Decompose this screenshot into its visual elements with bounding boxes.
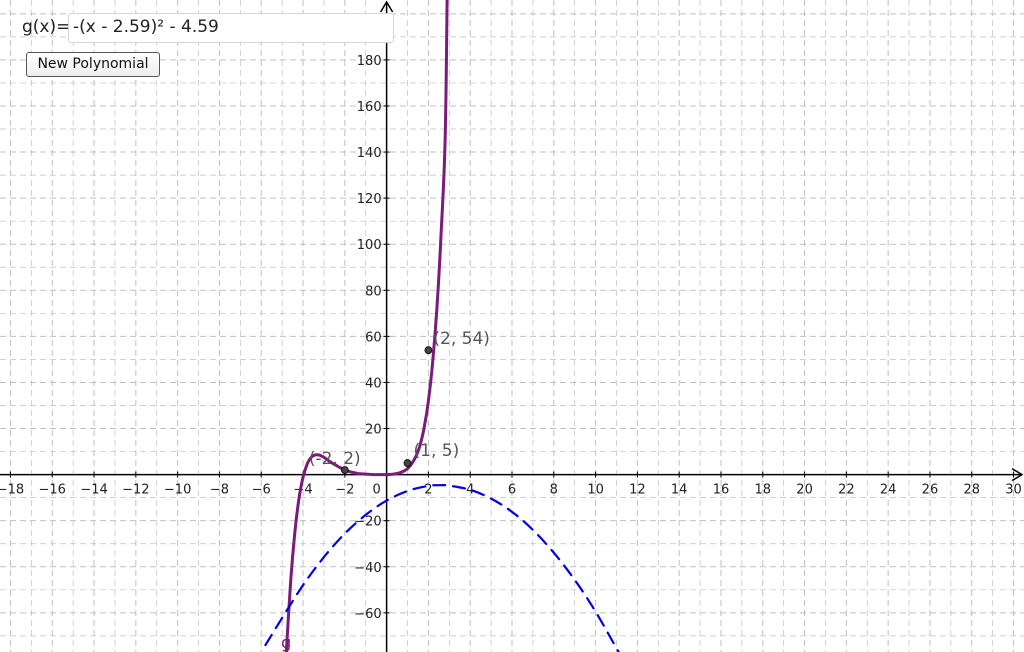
point-marker[interactable] (340, 466, 349, 474)
new-polynomial-button[interactable]: New Polynomial (26, 52, 160, 77)
x-tick-label: 10 (587, 483, 604, 498)
x-tick-label: 4 (466, 483, 474, 498)
x-tick-label: 14 (671, 483, 688, 498)
y-tick-label: 180 (357, 54, 382, 69)
function-label: g(x)= (22, 17, 71, 37)
x-tick-label: −8 (210, 483, 229, 498)
x-axis-arrow (1011, 467, 1024, 482)
point-label: (1, 5) (414, 441, 460, 461)
y-tick-label: 120 (357, 192, 382, 207)
curve-polynomial[interactable] (284, 0, 449, 652)
x-tick-label: −10 (164, 483, 191, 498)
x-tick-label: −2 (335, 483, 354, 498)
x-tick-label: 8 (550, 483, 558, 498)
y-tick-label: 140 (357, 146, 382, 161)
y-tick-label: 100 (357, 238, 382, 253)
y-tick-label: −60 (354, 607, 381, 622)
x-tick-label: 0 (372, 483, 380, 498)
function-input[interactable]: -(x - 2.59)² - 4.59 (68, 13, 394, 43)
x-tick-label: 18 (755, 483, 772, 498)
y-tick-label: 60 (365, 330, 382, 345)
x-tick-label: 22 (838, 483, 855, 498)
x-tick-label: 20 (796, 483, 813, 498)
x-tick-label: 26 (922, 483, 939, 498)
y-tick-label: 80 (365, 284, 382, 299)
y-axis-arrow (379, 0, 394, 13)
x-tick-label: −12 (122, 483, 149, 498)
curve-label-g: g (281, 633, 291, 652)
x-tick-label: 6 (508, 483, 516, 498)
x-tick-label: 28 (963, 483, 980, 498)
x-tick-label: −4 (293, 483, 312, 498)
x-tick-label: 12 (629, 483, 646, 498)
x-tick-label: 2 (424, 483, 432, 498)
x-tick-label: 24 (880, 483, 897, 498)
curve-g[interactable] (264, 484, 620, 652)
y-tick-label: 20 (365, 423, 382, 438)
y-tick-label: −40 (354, 561, 381, 576)
x-tick-label: −6 (252, 483, 271, 498)
point-label: (-2, 2) (309, 449, 361, 469)
curves: g (264, 0, 620, 652)
y-tick-label: 160 (357, 100, 382, 115)
x-tick-label: −18 (0, 483, 24, 498)
point-label: (2, 54) (433, 329, 490, 349)
y-tick-label: 40 (365, 376, 382, 391)
tick-labels: −18 −16 −14 −12 −10 −8 −6 −4 −2 0 2 4 6 8 10 12 14 16 18 20… (0, 54, 1022, 622)
x-tick-label: 30 (1005, 483, 1022, 498)
point-marker[interactable] (403, 459, 412, 467)
x-tick-label: 16 (713, 483, 730, 498)
y-tick-label: −20 (354, 515, 381, 530)
x-tick-label: −14 (80, 483, 107, 498)
x-tick-label: −16 (39, 483, 66, 498)
points: (-2, 2) (1, 5) (2, 54) (309, 329, 490, 474)
point-marker[interactable] (424, 346, 433, 355)
